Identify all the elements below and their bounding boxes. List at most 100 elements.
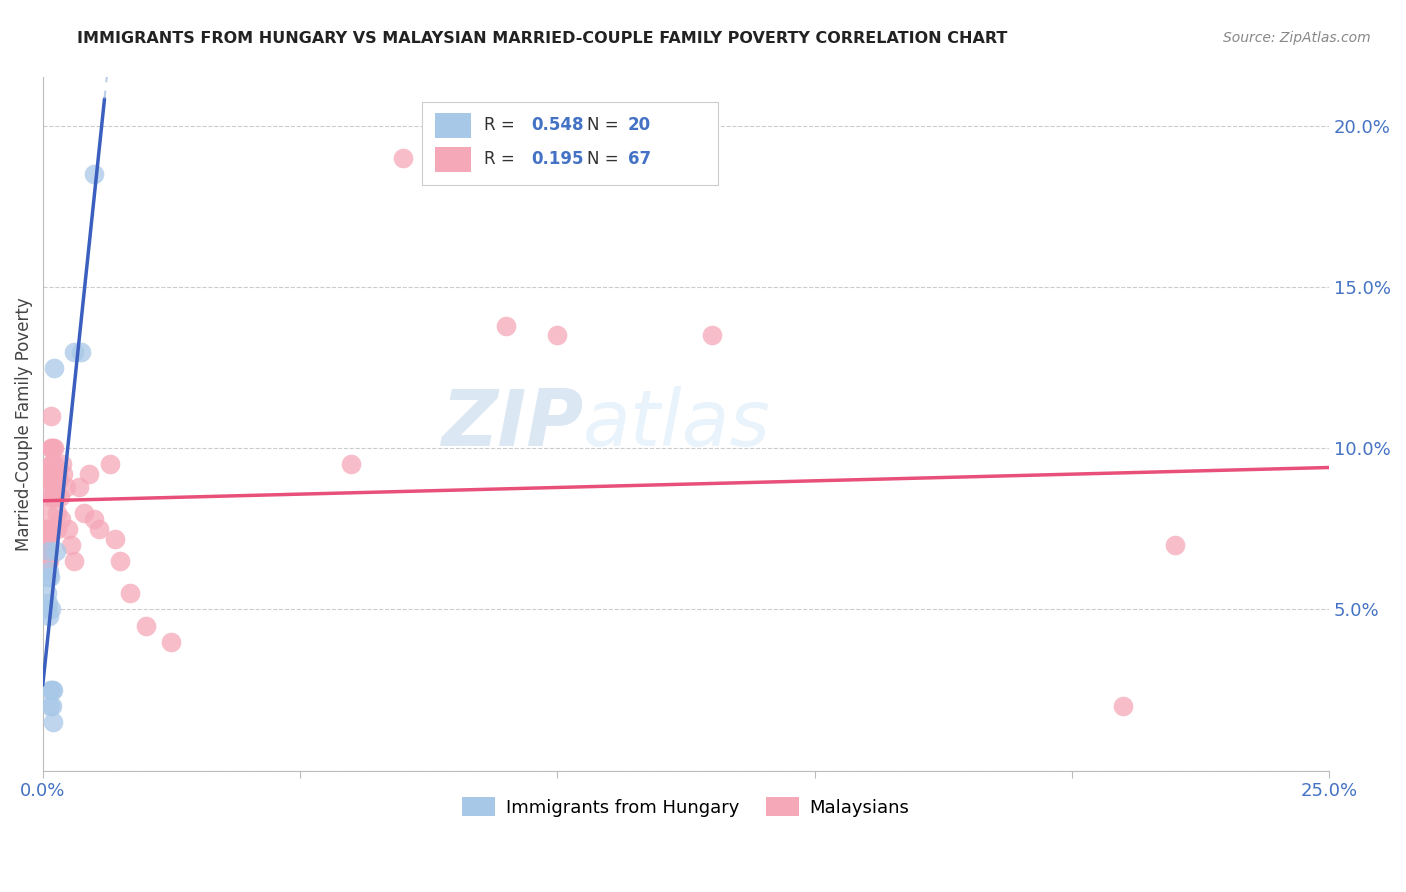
- Point: [38, 554, 60, 568]
- Point: [39, 602, 62, 616]
- Point: [39, 683, 62, 698]
- Legend: Immigrants from Hungary, Malaysians: Immigrants from Hungary, Malaysians: [456, 790, 917, 824]
- Point: [41, 467, 63, 481]
- Point: [42, 442, 65, 456]
- Point: [60, 538, 83, 552]
- FancyBboxPatch shape: [434, 147, 471, 172]
- Point: [38, 608, 60, 623]
- Point: [41, 458, 63, 472]
- Point: [42, 480, 65, 494]
- Point: [45, 544, 67, 558]
- Point: [83, 512, 105, 526]
- Point: [35, 522, 58, 536]
- Point: [392, 151, 415, 165]
- Point: [135, 618, 157, 632]
- Point: [38, 544, 60, 558]
- Text: 0.195: 0.195: [531, 150, 583, 169]
- Point: [39, 699, 62, 714]
- Point: [45, 480, 67, 494]
- Point: [495, 318, 517, 333]
- Point: [35, 538, 58, 552]
- Point: [35, 586, 58, 600]
- Point: [108, 554, 131, 568]
- Point: [160, 634, 183, 648]
- Point: [42, 442, 65, 456]
- Point: [46, 522, 69, 536]
- Point: [120, 586, 142, 600]
- Point: [35, 544, 58, 558]
- Point: [37, 570, 59, 584]
- Point: [45, 474, 67, 488]
- Point: [35, 602, 58, 616]
- Point: [42, 467, 65, 481]
- Point: [55, 480, 77, 494]
- Point: [546, 328, 568, 343]
- Point: [34, 538, 56, 552]
- Point: [48, 474, 70, 488]
- Point: [51, 512, 73, 526]
- Point: [83, 167, 105, 181]
- Point: [45, 506, 67, 520]
- Text: ZIP: ZIP: [441, 386, 583, 462]
- Point: [42, 458, 65, 472]
- Text: 20: 20: [628, 116, 651, 134]
- Point: [44, 467, 66, 481]
- Point: [41, 442, 63, 456]
- Point: [58, 522, 80, 536]
- Point: [39, 480, 62, 494]
- Point: [42, 683, 65, 698]
- Point: [37, 554, 59, 568]
- Text: 67: 67: [628, 150, 651, 169]
- Text: N =: N =: [586, 116, 624, 134]
- Point: [51, 458, 73, 472]
- Point: [42, 490, 65, 504]
- Point: [37, 596, 59, 610]
- Point: [35, 554, 58, 568]
- Point: [62, 344, 84, 359]
- Point: [67, 480, 90, 494]
- Point: [41, 699, 63, 714]
- Point: [700, 328, 723, 343]
- Point: [77, 467, 100, 481]
- Point: [52, 467, 75, 481]
- Point: [73, 506, 96, 520]
- Point: [49, 490, 72, 504]
- Point: [46, 467, 69, 481]
- Point: [42, 360, 65, 375]
- Y-axis label: Married-Couple Family Poverty: Married-Couple Family Poverty: [15, 297, 32, 551]
- Point: [38, 564, 60, 578]
- Point: [37, 544, 59, 558]
- Point: [39, 442, 62, 456]
- Point: [41, 474, 63, 488]
- FancyBboxPatch shape: [434, 112, 471, 137]
- Point: [41, 409, 63, 423]
- Point: [38, 538, 60, 552]
- FancyBboxPatch shape: [422, 102, 718, 185]
- Point: [89, 522, 111, 536]
- Point: [41, 490, 63, 504]
- Point: [38, 522, 60, 536]
- Point: [41, 683, 63, 698]
- Point: [70, 344, 93, 359]
- Text: Source: ZipAtlas.com: Source: ZipAtlas.com: [1223, 31, 1371, 45]
- Point: [42, 715, 65, 730]
- Point: [37, 522, 59, 536]
- Point: [44, 490, 66, 504]
- Text: IMMIGRANTS FROM HUNGARY VS MALAYSIAN MARRIED-COUPLE FAMILY POVERTY CORRELATION C: IMMIGRANTS FROM HUNGARY VS MALAYSIAN MAR…: [77, 31, 1008, 46]
- Text: R =: R =: [484, 116, 520, 134]
- Point: [1164, 538, 1187, 552]
- Point: [1112, 699, 1135, 714]
- Point: [104, 532, 127, 546]
- Point: [39, 570, 62, 584]
- Point: [39, 490, 62, 504]
- Point: [38, 532, 60, 546]
- Point: [37, 522, 59, 536]
- Text: atlas: atlas: [583, 386, 770, 462]
- Point: [37, 532, 59, 546]
- Point: [340, 458, 363, 472]
- Point: [62, 554, 84, 568]
- Point: [39, 474, 62, 488]
- Point: [37, 506, 59, 520]
- Point: [98, 458, 121, 472]
- Text: N =: N =: [586, 150, 624, 169]
